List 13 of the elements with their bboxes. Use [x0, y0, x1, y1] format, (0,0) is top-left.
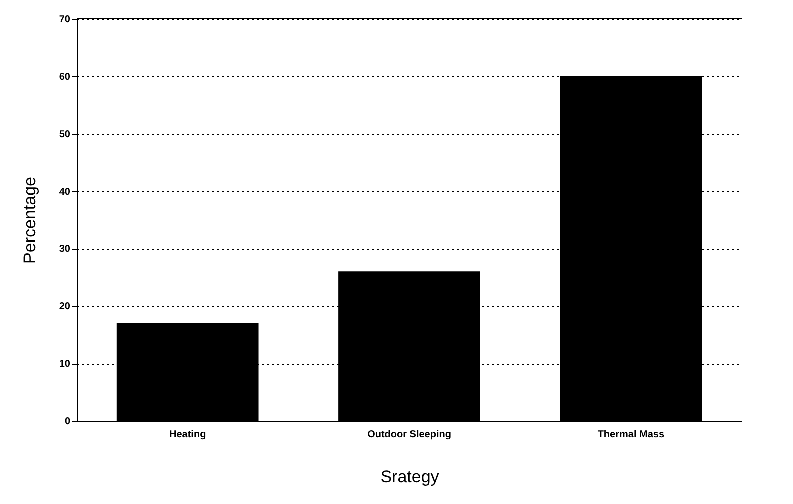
y-tick-label: 20 — [59, 302, 71, 313]
x-tick-label: Heating — [169, 430, 206, 440]
x-tick-label: Outdoor Sleeping — [368, 430, 452, 440]
y-tick-label: 70 — [59, 14, 71, 26]
x-tick-label: Thermal Mass — [598, 430, 665, 440]
y-tick-label: 10 — [59, 359, 71, 370]
y-tick-label: 0 — [64, 416, 71, 428]
y-tick-label: 60 — [59, 72, 71, 83]
y-axis-title: Percentage — [20, 177, 40, 264]
x-axis-title: Srategy — [380, 468, 440, 486]
y-tick-label: 30 — [59, 244, 71, 256]
y-tick-label: 50 — [59, 129, 71, 140]
y-tick-label: 40 — [59, 186, 71, 198]
